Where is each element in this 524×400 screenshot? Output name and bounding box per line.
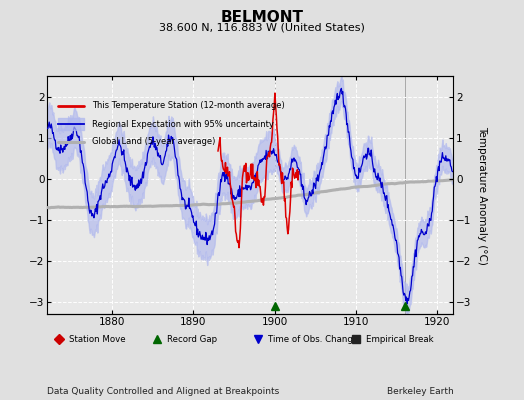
Text: Record Gap: Record Gap xyxy=(167,334,217,344)
Text: 1890: 1890 xyxy=(180,317,206,327)
Y-axis label: Temperature Anomaly (°C): Temperature Anomaly (°C) xyxy=(477,126,487,264)
Text: 1920: 1920 xyxy=(424,317,450,327)
Text: 38.600 N, 116.883 W (United States): 38.600 N, 116.883 W (United States) xyxy=(159,22,365,32)
Text: Empirical Break: Empirical Break xyxy=(366,334,433,344)
Text: 1900: 1900 xyxy=(261,317,288,327)
Text: Berkeley Earth: Berkeley Earth xyxy=(387,387,453,396)
Text: BELMONT: BELMONT xyxy=(221,10,303,25)
Text: 1910: 1910 xyxy=(343,317,369,327)
Text: This Temperature Station (12-month average): This Temperature Station (12-month avera… xyxy=(92,101,285,110)
Text: Time of Obs. Change: Time of Obs. Change xyxy=(268,334,359,344)
Text: Data Quality Controlled and Aligned at Breakpoints: Data Quality Controlled and Aligned at B… xyxy=(47,387,279,396)
Text: Station Move: Station Move xyxy=(70,334,126,344)
Text: 1880: 1880 xyxy=(99,317,125,327)
Text: Regional Expectation with 95% uncertainty: Regional Expectation with 95% uncertaint… xyxy=(92,120,274,129)
Text: Global Land (5-year average): Global Land (5-year average) xyxy=(92,137,215,146)
